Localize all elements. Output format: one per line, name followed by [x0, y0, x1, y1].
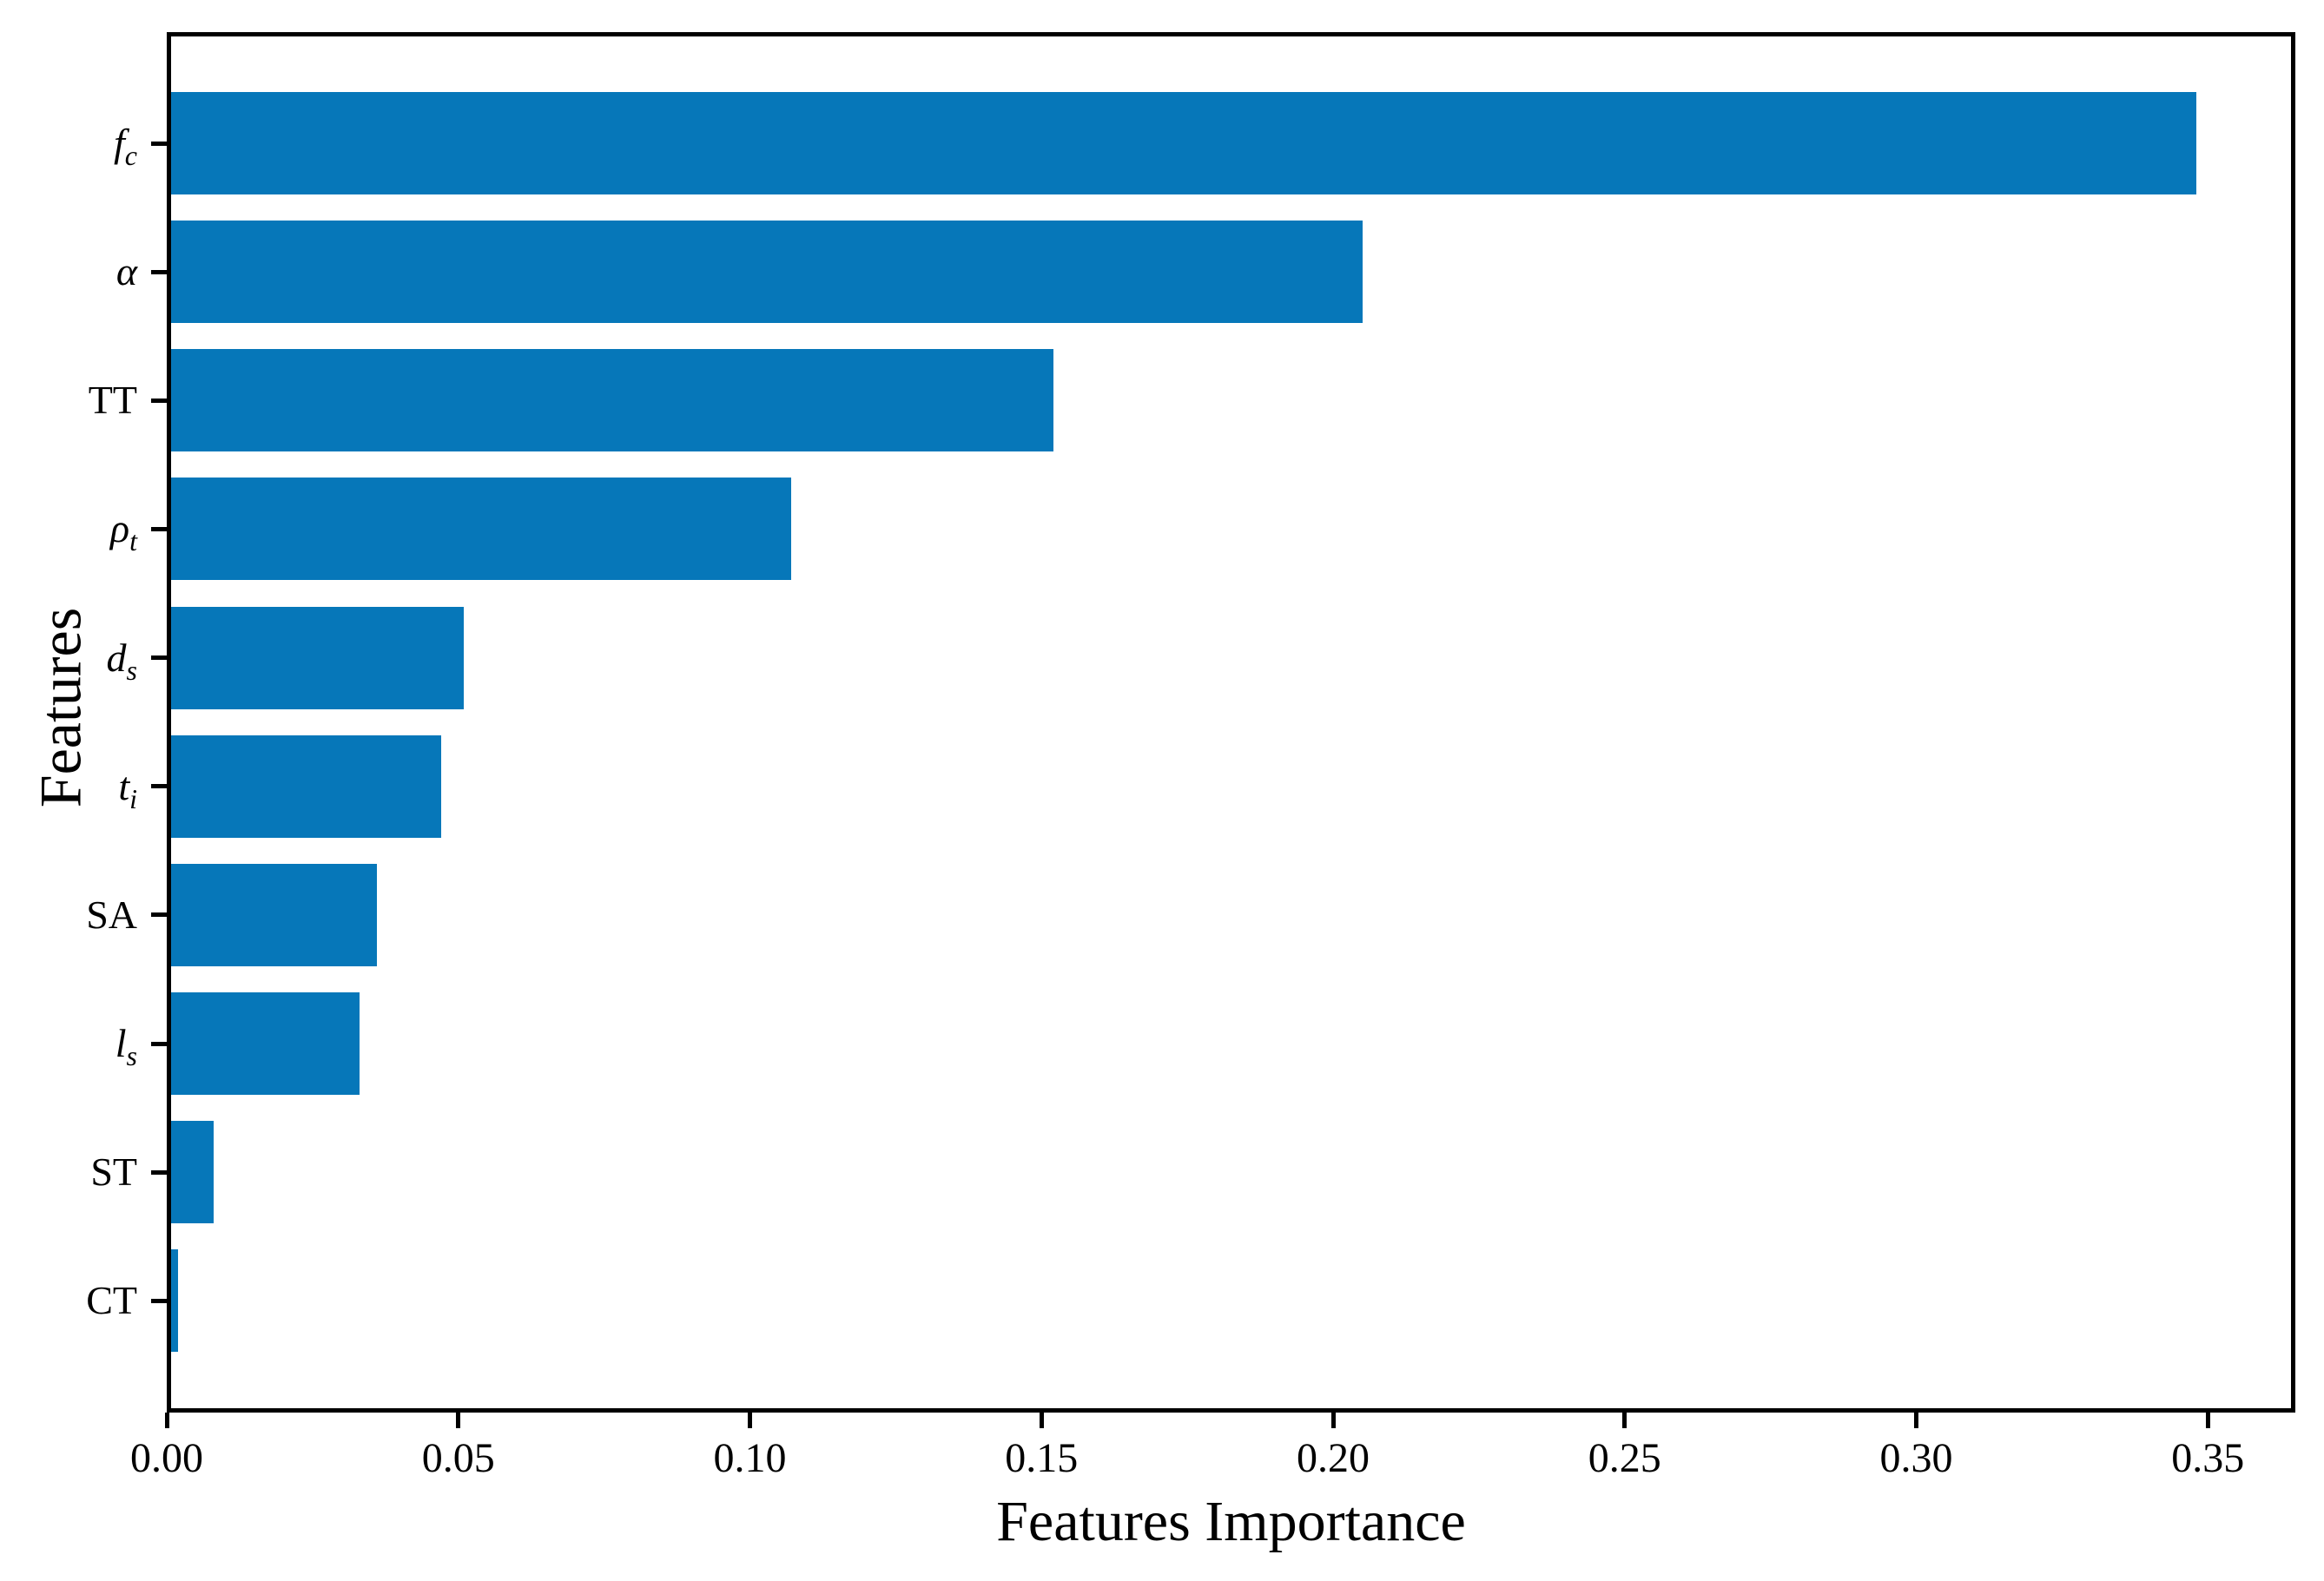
x-tick-label-0.15: 0.15	[1005, 1435, 1079, 1481]
y-tick-mark	[151, 1298, 167, 1303]
x-tick-mark	[1622, 1413, 1627, 1428]
x-tick-mark	[164, 1413, 169, 1428]
y-tick-label-base: TT	[88, 378, 137, 423]
y-tick-mark	[151, 1169, 167, 1175]
y-tick-label-SA: SA	[0, 876, 137, 954]
y-tick-label-base: ρ	[110, 506, 130, 551]
y-tick-label-base: l	[115, 1021, 127, 1066]
bar-α	[171, 221, 1363, 324]
y-tick-mark	[151, 784, 167, 789]
y-tick-label-subscript: t	[129, 525, 137, 557]
y-tick-label-base: ST	[90, 1150, 137, 1195]
y-tick-label-base: α	[116, 249, 137, 294]
y-tick-label-CT: CT	[0, 1262, 137, 1340]
y-tick-label-ST: ST	[0, 1133, 137, 1211]
x-tick-mark	[748, 1413, 752, 1428]
bar-ls	[171, 992, 360, 1096]
y-tick-mark	[151, 655, 167, 661]
y-tick-label-subscript: c	[124, 140, 137, 172]
y-tick-mark	[151, 526, 167, 531]
y-tick-label-fc: fc	[0, 104, 137, 182]
y-tick-label-base: SA	[86, 892, 137, 937]
bar-ds	[171, 606, 465, 709]
y-tick-label-ds: ds	[0, 619, 137, 697]
x-tick-mark	[1330, 1413, 1336, 1428]
y-tick-mark	[151, 269, 167, 274]
y-tick-label-ρt: ρt	[0, 490, 137, 568]
y-tick-label-base: CT	[86, 1278, 137, 1323]
bar-TT	[171, 349, 1053, 452]
x-tick-mark	[456, 1413, 461, 1428]
x-tick-label-0.30: 0.30	[1879, 1435, 1953, 1481]
bar-SA	[171, 863, 377, 966]
x-tick-mark	[1914, 1413, 1919, 1428]
y-tick-mark	[151, 141, 167, 146]
y-tick-mark	[151, 912, 167, 918]
bar-ρt	[171, 478, 791, 581]
bar-CT	[171, 1249, 179, 1353]
y-tick-label-α: α	[0, 233, 137, 311]
y-tick-label-ls: ls	[0, 1005, 137, 1083]
y-tick-mark	[151, 398, 167, 403]
bar-ST	[171, 1121, 214, 1224]
x-tick-mark	[2205, 1413, 2210, 1428]
x-tick-label-0.20: 0.20	[1297, 1435, 1370, 1481]
y-tick-label-TT: TT	[0, 361, 137, 439]
x-axis-title: Features Importance	[996, 1490, 1466, 1553]
x-tick-label-0.35: 0.35	[2171, 1435, 2245, 1481]
x-tick-label-0.25: 0.25	[1588, 1435, 1661, 1481]
bar-fc	[171, 92, 2196, 194]
x-tick-mark	[1039, 1413, 1044, 1428]
y-tick-label-base: d	[106, 635, 127, 680]
x-tick-label-0.05: 0.05	[421, 1435, 495, 1481]
y-tick-label-subscript: s	[126, 1040, 137, 1072]
y-tick-label-base: t	[118, 763, 130, 808]
y-tick-mark	[151, 1041, 167, 1046]
y-tick-label-subscript: s	[126, 654, 137, 686]
y-tick-label-subscript: i	[129, 782, 137, 814]
x-tick-label-0.10: 0.10	[713, 1435, 787, 1481]
x-tick-label-0.00: 0.00	[130, 1435, 203, 1481]
y-tick-label-ti: ti	[0, 748, 137, 826]
y-tick-label-base: f	[114, 121, 125, 165]
bar-ti	[171, 735, 441, 838]
